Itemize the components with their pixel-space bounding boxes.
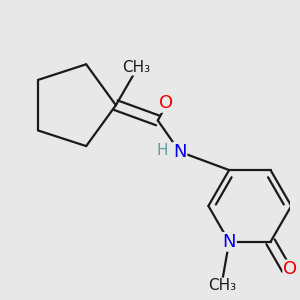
Text: O: O [159, 94, 173, 112]
Text: N: N [222, 233, 236, 251]
Text: CH₃: CH₃ [122, 60, 151, 75]
Text: H: H [157, 143, 168, 158]
Text: N: N [173, 143, 187, 161]
Text: O: O [283, 260, 297, 278]
Text: CH₃: CH₃ [208, 278, 236, 293]
